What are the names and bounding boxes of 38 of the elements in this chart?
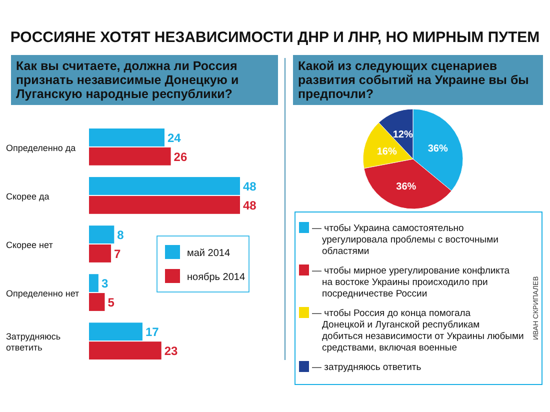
legend-label: — затрудняюсь ответить <box>312 362 422 373</box>
data-label: 12% <box>392 129 413 140</box>
legend-label: ноябрь 2014 <box>187 272 246 283</box>
bar <box>89 128 164 146</box>
data-label: 24 <box>168 130 182 145</box>
data-label: 23 <box>164 344 178 358</box>
data-label: 8 <box>117 228 124 242</box>
legend-label: май 2014 <box>187 248 230 259</box>
bar <box>89 196 240 214</box>
legend-label: — чтобы Украина самостоятельно урегулировала проблемы с восточными областями <box>312 223 498 257</box>
data-label: 16% <box>376 146 397 158</box>
bar <box>89 322 142 341</box>
data-label: 48 <box>243 198 257 212</box>
chart-title: Какой из следующих сценариев развития событий на Украине вы бы предпочли? <box>298 59 529 101</box>
data-label: 3 <box>101 276 108 291</box>
y-tick-label: Скорее да <box>6 191 50 202</box>
bar <box>89 177 240 195</box>
data-label: 36% <box>428 143 448 154</box>
bar <box>89 274 98 292</box>
legend-label: — чтобы Россия до конца помогала Донецкой и Луганской республикам добиться независимости от Украины любыми средствами, включая военные <box>312 308 524 354</box>
data-label: 7 <box>114 246 122 261</box>
data-label: 48 <box>243 180 257 194</box>
y-tick-label: Определенно нет <box>6 288 80 299</box>
bar <box>89 244 112 262</box>
legend-label: — чтобы мирное урегулирование конфликта на востоке Украины происходило при посредничестве России <box>312 266 510 300</box>
bar <box>89 147 171 166</box>
y-tick-label: Скорее нет <box>6 240 53 250</box>
data-label: 17 <box>145 325 160 340</box>
bar <box>89 226 114 244</box>
data-label: 5 <box>108 296 115 310</box>
chart-subtitle: Как вы считаете, должна ли Россия признать независимые Донецкую и Луганскую народные республики? <box>16 59 239 101</box>
bar <box>89 342 162 360</box>
y-tick-label: Затрудняюсь ответить <box>6 332 61 353</box>
bar <box>89 293 105 311</box>
y-tick-label: Определенно да <box>6 142 76 153</box>
data-label: 36% <box>396 182 416 193</box>
data-label: 26 <box>174 150 188 164</box>
text: РОССИЯНЕ ХОТЯТ НЕЗАВИСИМОСТИ ДНР И ЛНР, НО МИРНЫМ ПУТЕМ <box>10 29 540 46</box>
